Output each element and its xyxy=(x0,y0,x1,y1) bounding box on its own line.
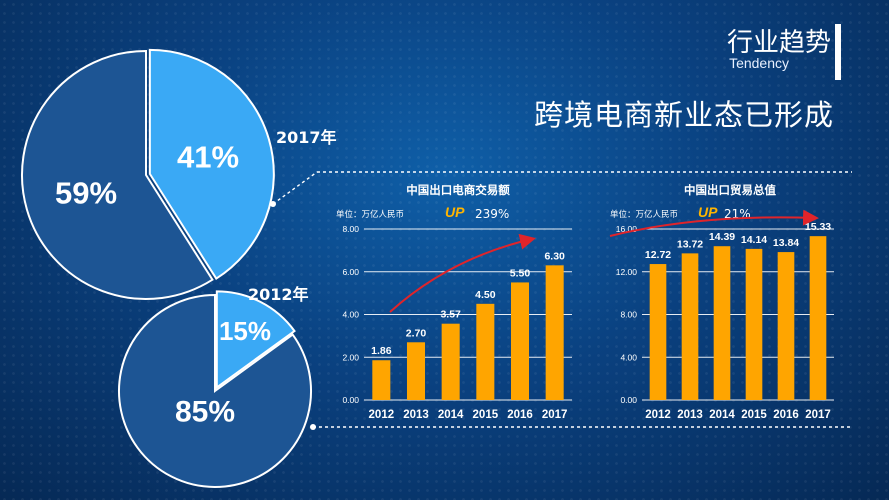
ecommerce-bar-2017 xyxy=(545,265,564,400)
trade-xtick-label-2014: 2014 xyxy=(709,409,735,421)
trade-bar-2013 xyxy=(681,253,699,400)
trade-xtick-label-2013: 2013 xyxy=(677,409,703,421)
ecommerce-ytick-label-4: 8.00 xyxy=(342,224,359,234)
trade-ytick-label-2: 8.00 xyxy=(620,310,637,320)
trade-value-label-2012: 12.72 xyxy=(645,249,671,261)
trade-value-label-2013: 13.72 xyxy=(677,238,703,250)
growth-percentage: 239% xyxy=(475,207,510,221)
ecommerce-ytick-label-1: 2.00 xyxy=(342,352,359,362)
ecommerce-value-label-2015: 4.50 xyxy=(475,289,496,301)
ecommerce-value-label-2017: 6.30 xyxy=(544,250,565,262)
trend-arrow-right xyxy=(609,209,819,237)
pie-2012-year-label: 2012年 xyxy=(248,285,309,304)
trade-bar-2017 xyxy=(809,236,827,400)
pie-2017-year-label: 2017年 xyxy=(276,128,337,147)
ecommerce-value-label-2014: 3.57 xyxy=(440,309,461,321)
pie-2017: 41% 59% xyxy=(21,48,275,300)
ecommerce-bar-2013 xyxy=(406,342,426,400)
pie-2012-slice-label-0: 15% xyxy=(219,316,271,346)
trade-xtick-label-2015: 2015 xyxy=(741,409,767,421)
ecommerce-ytick-label-2: 4.00 xyxy=(342,310,359,320)
ecommerce-value-label-2013: 2.70 xyxy=(406,327,427,339)
trade-bar-2016 xyxy=(777,252,795,400)
ecommerce-xtick-label-2017: 2017 xyxy=(542,409,568,421)
header-accent-bar xyxy=(835,24,841,80)
unit-label: 单位：万亿人民币 xyxy=(610,210,679,220)
trade-value-label-2014: 14.39 xyxy=(709,231,735,243)
page-headline: 跨境电商新业态已形成 xyxy=(533,98,834,132)
pie-2012-slice-1 xyxy=(118,293,312,488)
up-badge-icon: UP xyxy=(698,204,718,220)
connector-2012-dot xyxy=(310,424,316,430)
ecommerce-value-label-2016: 5.50 xyxy=(510,267,531,279)
trade-ytick-label-4: 16.00 xyxy=(616,224,638,234)
pie-2017-slice-label-1: 59% xyxy=(55,176,117,211)
chart-title: 中国出口电商交易额 xyxy=(406,183,510,197)
trend-arrow-left xyxy=(389,233,536,313)
ecommerce-bar-2014 xyxy=(441,323,460,400)
up-badge-icon: UP xyxy=(445,204,465,220)
pie-2012: 15% 85% xyxy=(118,290,312,488)
trade-ytick-label-1: 4.00 xyxy=(620,352,637,362)
ecommerce-xtick-label-2012: 2012 xyxy=(369,409,395,421)
ecommerce-ytick-label-0: 0.00 xyxy=(342,395,359,405)
chart-title: 中国出口贸易总值 xyxy=(684,183,776,197)
export-trade-chart-panel: 中国出口贸易总值 单位：万亿人民币 UP 21% xyxy=(600,172,860,422)
section-subtitle: Tendency xyxy=(729,55,789,71)
trade-ytick-label-3: 12.00 xyxy=(616,267,638,277)
unit-label: 单位：万亿人民币 xyxy=(336,210,405,220)
pie-2012-slice-0 xyxy=(215,290,296,390)
pie-2012-slice-label-1: 85% xyxy=(175,396,235,429)
section-title: 行业趋势 xyxy=(726,28,831,58)
trade-value-label-2016: 13.84 xyxy=(773,237,799,249)
ecommerce-ytick-label-3: 6.00 xyxy=(342,267,359,277)
pie-2017-slice-0 xyxy=(148,48,275,280)
trade-bar-2012 xyxy=(649,264,667,400)
trade-bar-2015 xyxy=(745,248,763,400)
export-ecommerce-chart-panel: 中国出口电商交易额 单位：万亿人民币 UP 239% xyxy=(328,172,588,422)
ecommerce-bar-2016 xyxy=(510,282,530,400)
trade-value-label-2017: 15.33 xyxy=(805,221,831,233)
pie-2017-slice-label-0: 41% xyxy=(177,140,239,175)
bar-chart-trade: 0.00 4.00 8.00 12.00 16.00 12.72 2012 13.72 2013… xyxy=(616,221,834,421)
trade-value-label-2015: 14.14 xyxy=(741,234,767,246)
ecommerce-bar-2015 xyxy=(476,303,495,400)
trade-xtick-label-2012: 2012 xyxy=(645,409,671,421)
ecommerce-xtick-label-2013: 2013 xyxy=(403,409,429,421)
ecommerce-xtick-label-2014: 2014 xyxy=(438,409,464,421)
bar-chart-ecommerce: 0.00 2.00 4.00 6.00 8.00 1.86 2012 2.70 2013 3.57… xyxy=(342,224,572,421)
trade-xtick-label-2016: 2016 xyxy=(773,409,799,421)
ecommerce-value-label-2012: 1.86 xyxy=(371,345,392,357)
trade-bar-2014 xyxy=(713,246,731,400)
trade-xtick-label-2017: 2017 xyxy=(805,409,831,421)
ecommerce-xtick-label-2016: 2016 xyxy=(507,409,533,421)
trade-ytick-label-0: 0.00 xyxy=(620,395,637,405)
ecommerce-bar-2012 xyxy=(372,360,391,400)
pie-2017-slice-1 xyxy=(21,49,214,300)
ecommerce-xtick-label-2015: 2015 xyxy=(473,409,499,421)
